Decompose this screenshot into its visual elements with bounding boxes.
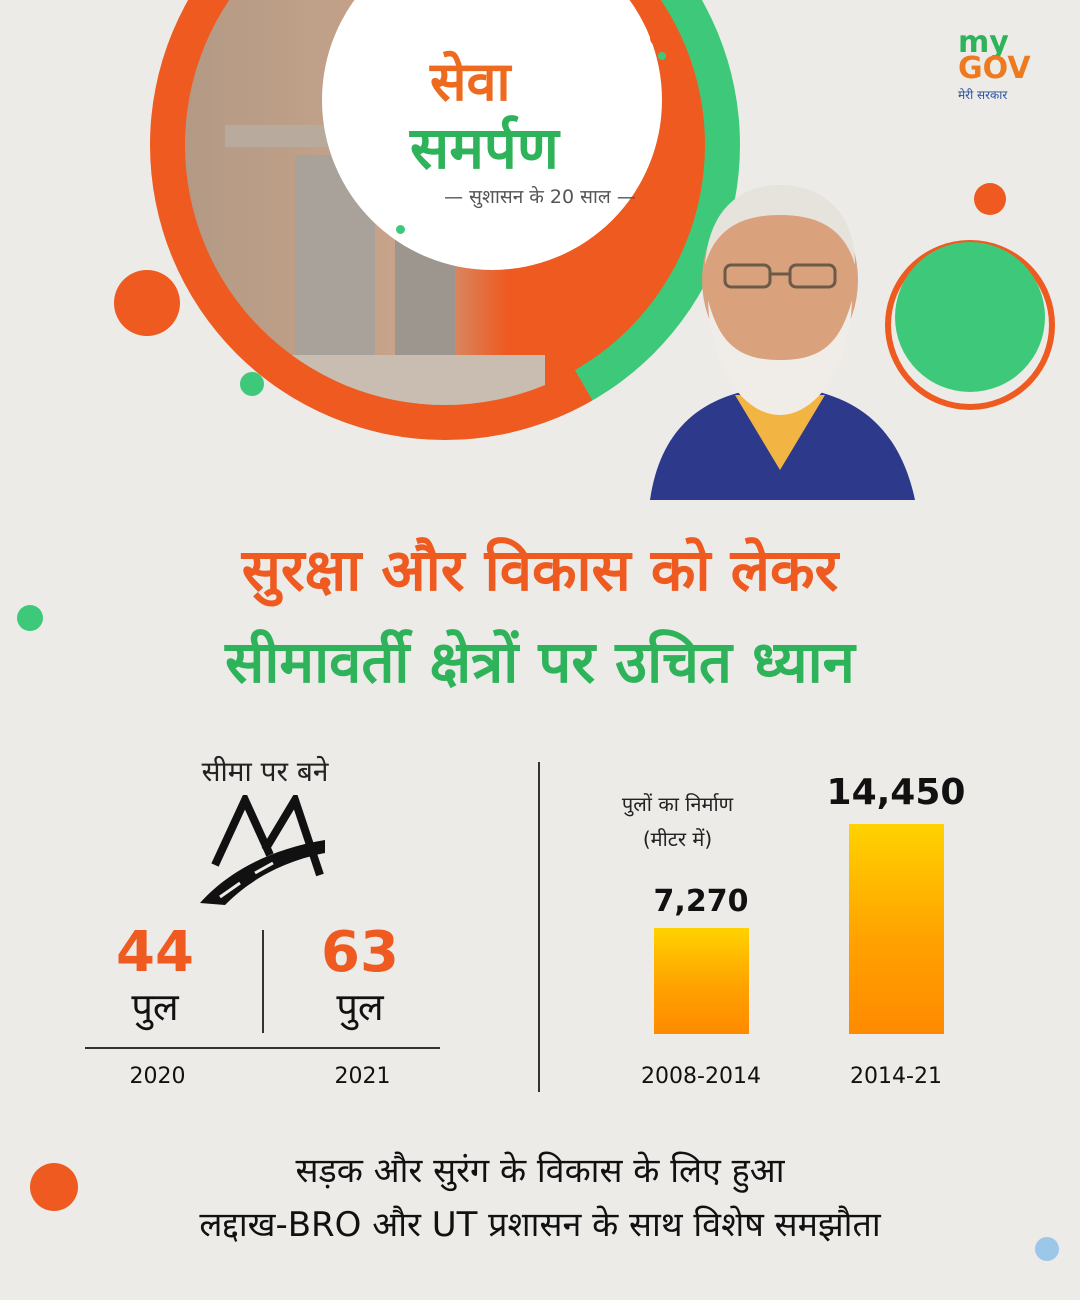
decorative-dot — [1035, 1237, 1059, 1261]
decorative-dot — [650, 30, 666, 46]
chart-data-label: 14,450 — [826, 772, 966, 813]
chart-bar — [653, 928, 749, 1034]
stat-unit: पुल — [336, 985, 384, 1029]
year-label: 2021 — [334, 1064, 391, 1089]
footer-line1: सड़क और सुरंग के विकास के लिए हुआ — [295, 1151, 785, 1191]
chart-category-label: 2014-21 — [850, 1064, 942, 1089]
chart-data-label: 7,270 — [653, 884, 749, 919]
bridge-icon — [200, 795, 325, 905]
decorative-dot — [17, 605, 43, 631]
logo-disc — [322, 0, 662, 270]
decorative-dot — [974, 183, 1006, 215]
year-axis-line — [85, 1047, 440, 1049]
footer-line2: लद्दाख-BRO और UT प्रशासन के साथ विशेष सम… — [199, 1205, 881, 1245]
chart-bar — [848, 824, 944, 1034]
decorative-dot — [658, 52, 666, 60]
logo-samarpan: समर्पण — [410, 114, 559, 182]
decorative-dot — [396, 225, 405, 234]
panel-divider — [538, 762, 540, 1092]
decorative-dot — [895, 242, 1045, 392]
mygov-logo-subtitle: मेरी सरकार — [958, 88, 1008, 102]
decorative-dot — [114, 270, 180, 336]
logo-seva: सेवा — [430, 49, 511, 113]
headline-line1: सुरक्षा और विकास को लेकर — [241, 536, 839, 604]
mygov-logo: my GOV मेरी सरकार — [958, 25, 1031, 108]
decorative-dot — [240, 372, 264, 396]
stat-unit: पुल — [131, 985, 179, 1029]
mygov-logo-my: my — [958, 25, 1009, 60]
year-label: 2020 — [129, 1064, 186, 1089]
portrait-image — [650, 185, 915, 500]
stat-value: 44 — [116, 920, 194, 985]
border-bridges-title: सीमा पर बने — [201, 755, 329, 788]
logo-tagline: — सुशासन के 20 साल — — [444, 186, 636, 208]
mygov-logo-gov: GOV — [958, 51, 1031, 86]
chart-category-label: 2008-2014 — [641, 1064, 761, 1089]
stat-divider — [262, 930, 264, 1033]
stat-value: 63 — [321, 920, 399, 985]
decorative-dot — [30, 1163, 78, 1211]
headline-line2: सीमावर्ती क्षेत्रों पर उचित ध्यान — [225, 628, 855, 696]
chart-title: पुलों का निर्माण — [621, 792, 734, 816]
chart-subtitle: (मीटर में) — [642, 827, 713, 851]
